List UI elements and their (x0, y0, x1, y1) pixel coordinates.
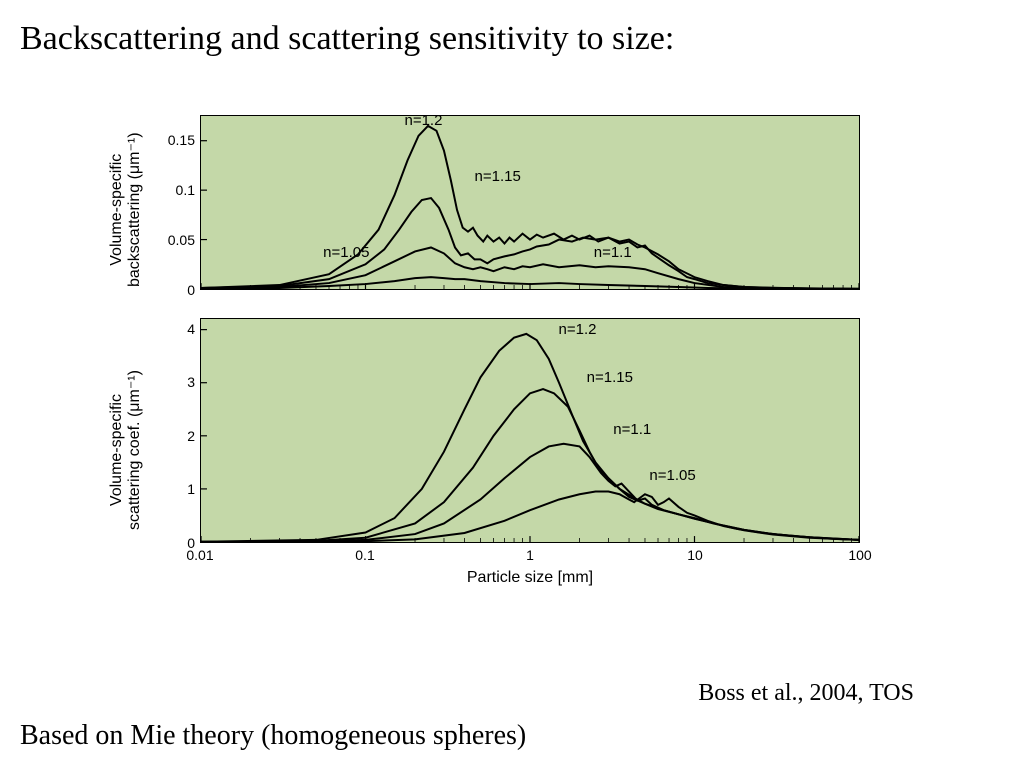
curve-label: n=1.1 (594, 244, 632, 261)
curve-label: n=1.1 (613, 421, 651, 438)
panel-scattering: 01234n=1.05n=1.1n=1.15n=1.2 (200, 318, 860, 543)
ytick-label: 1 (153, 481, 195, 497)
top-plot-bg (201, 116, 859, 289)
bot-ylabel-1: Volume-specific (108, 370, 126, 530)
ytick-label: 0.05 (153, 232, 195, 248)
xtick-label: 1 (510, 547, 550, 563)
xtick-label: 10 (675, 547, 715, 563)
bot-ylabel: Volume-specific scattering coef. (μm⁻¹) (108, 370, 145, 530)
top-ylabel: Volume-specific backscattering (μm⁻¹) (108, 132, 145, 287)
xtick-label: 100 (840, 547, 880, 563)
curve-label: n=1.2 (404, 112, 442, 129)
citation: Boss et al., 2004, TOS (698, 680, 914, 707)
ytick-label: 0.15 (153, 132, 195, 148)
slide-title: Backscattering and scattering sensitivit… (20, 20, 674, 58)
bot-ylabel-2: scattering coef. (μm⁻¹) (126, 370, 144, 530)
ytick-label: 3 (153, 374, 195, 390)
xtick-label: 0.01 (180, 547, 220, 563)
top-plot-svg (201, 116, 859, 289)
top-ylabel-2: backscattering (μm⁻¹) (126, 132, 144, 287)
ytick-label: 4 (153, 321, 195, 337)
top-ylabel-1: Volume-specific (108, 132, 126, 287)
ytick-label: 0.1 (153, 182, 195, 198)
x-axis-label: Particle size [mm] (200, 569, 860, 587)
footer-note: Based on Mie theory (homogeneous spheres… (20, 720, 526, 752)
curve-label: n=1.05 (649, 467, 695, 484)
panel-backscattering: 00.050.10.15n=1.05n=1.1n=1.15n=1.2 (200, 115, 860, 290)
bot-plot-svg (201, 319, 859, 542)
xtick-label: 0.1 (345, 547, 385, 563)
curve-label: n=1.2 (559, 321, 597, 338)
curve-label: n=1.15 (587, 369, 633, 386)
ytick-label: 0 (153, 282, 195, 298)
curve-label: n=1.05 (323, 244, 369, 261)
bot-plot-bg (201, 319, 859, 542)
figure: Volume-specific backscattering (μm⁻¹) 00… (120, 115, 900, 587)
curve-label: n=1.15 (475, 168, 521, 185)
ytick-label: 2 (153, 428, 195, 444)
